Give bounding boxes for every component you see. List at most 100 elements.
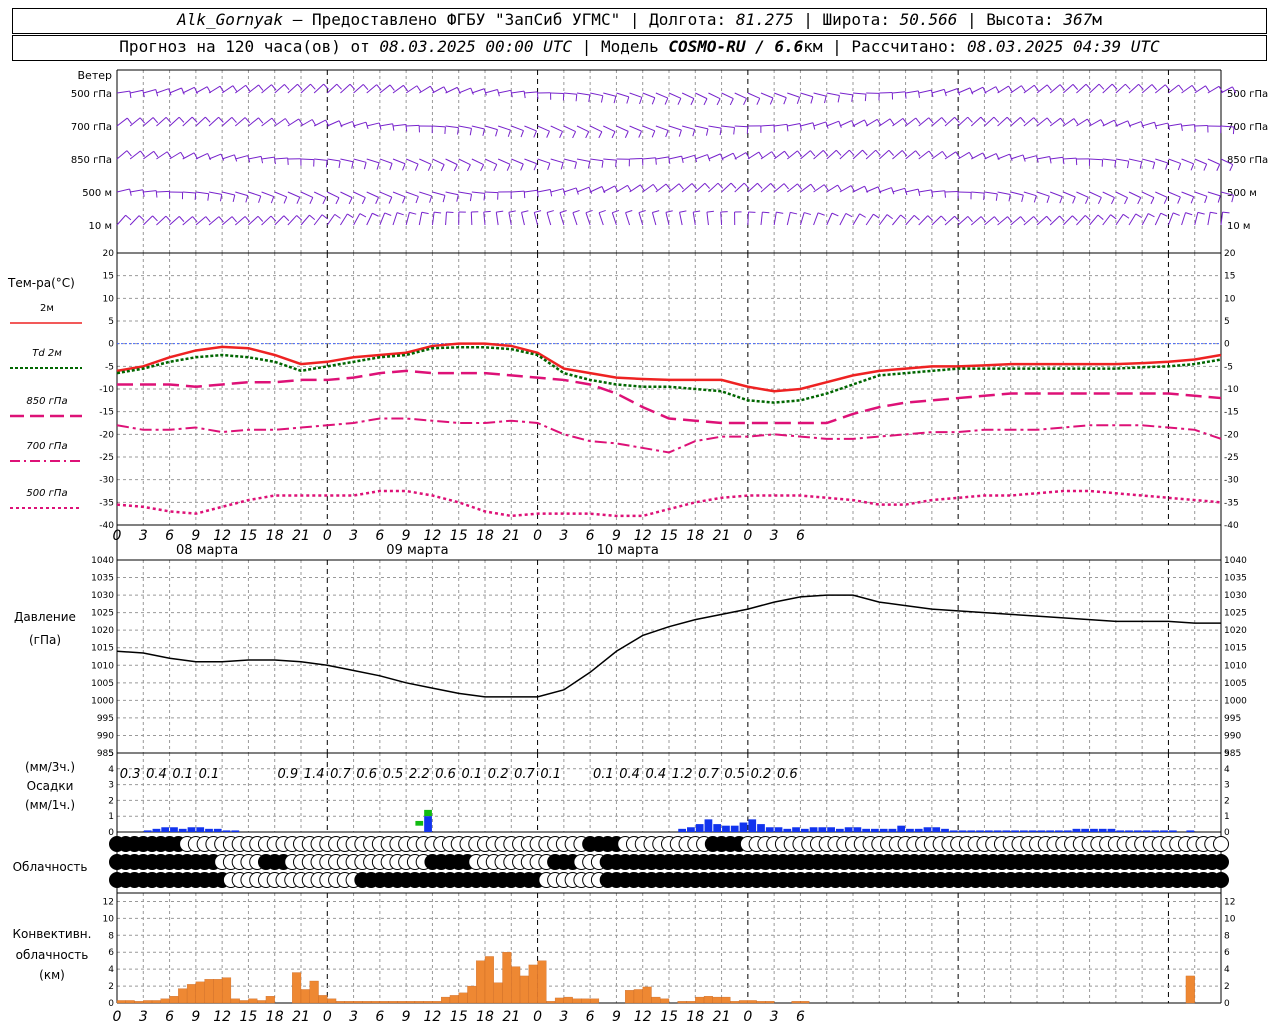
wind-barb-flag — [1167, 122, 1171, 130]
wind-barb — [537, 188, 551, 193]
wind-barb-flag — [1124, 197, 1129, 205]
wind-barb — [681, 92, 695, 99]
wind-barb-flag — [483, 88, 487, 96]
precip-bar — [993, 830, 1002, 832]
precip-3h-sum: 0.7 — [698, 767, 719, 782]
precip-bar — [783, 828, 792, 832]
wind-barb-flag — [429, 195, 433, 203]
wind-barb-flag — [129, 90, 132, 99]
wind-barb — [638, 212, 644, 226]
pressure-tick-left: 990 — [97, 731, 114, 741]
wind-barb — [222, 191, 235, 196]
wind-barb — [511, 158, 524, 165]
wind-barb — [852, 119, 865, 127]
time-tick-bottom: 3 — [349, 1009, 358, 1024]
wind-title: Ветер — [78, 69, 112, 82]
wind-barb-flag — [993, 116, 1000, 123]
wind-barb — [511, 90, 525, 94]
wind-barb — [195, 216, 207, 226]
wind-barb-flag — [219, 85, 225, 93]
wind-barb — [616, 92, 629, 98]
wind-barb — [248, 117, 259, 127]
wind-barb — [1036, 215, 1047, 226]
wind-barb-flag — [443, 86, 448, 94]
wind-barb — [918, 150, 930, 160]
wind-barb — [852, 92, 866, 95]
wind-barb-flag — [311, 119, 317, 126]
wind-barb — [208, 153, 222, 160]
precip-bar — [1098, 828, 1107, 832]
convective-bar — [257, 1000, 267, 1004]
wind-barb — [524, 125, 537, 132]
wind-barb — [721, 92, 734, 100]
time-tick-bottom: 0 — [323, 1009, 332, 1024]
wind-barb — [852, 213, 861, 226]
wind-barb — [1023, 117, 1035, 127]
wind-barb-flag — [1122, 213, 1130, 219]
time-tick: 18 — [476, 528, 494, 544]
wind-barb — [287, 83, 298, 94]
model-label: | Модель — [581, 37, 659, 56]
wind-barb — [642, 157, 656, 160]
wind-barb-flag — [588, 187, 593, 194]
wind-barb — [143, 88, 156, 94]
time-tick-bottom: 18 — [266, 1009, 284, 1024]
wind-barb — [852, 185, 865, 193]
conv-title-2: облачность — [16, 948, 89, 962]
precip-tick-left: 5 — [108, 749, 114, 759]
wind-barb-flag — [705, 128, 709, 136]
wind-barb-flag — [231, 117, 237, 123]
wind-barb-flag — [664, 97, 669, 105]
wind-barb-flag — [508, 210, 516, 213]
wind-barb — [944, 215, 955, 226]
wind-barb — [905, 90, 919, 94]
precip-tick-right: 2 — [1224, 796, 1230, 806]
wind-barb-flag — [626, 96, 630, 104]
wind-barb — [458, 87, 471, 94]
latitude-label: | Широта: — [803, 10, 890, 29]
wind-barb — [826, 120, 839, 127]
time-tick: 21 — [713, 528, 731, 544]
wind-barb-flag — [1046, 215, 1052, 222]
wind-barb — [1049, 117, 1061, 127]
wind-barb — [1036, 191, 1050, 197]
precip-bar — [678, 828, 687, 832]
wind-barb — [221, 154, 235, 160]
time-tick-bottom: 21 — [502, 1009, 520, 1024]
wind-barb — [629, 92, 642, 98]
wind-barb-flag — [257, 215, 264, 222]
wind-level-left: 500 м — [82, 188, 112, 199]
wind-barb-flag — [520, 163, 524, 171]
wind-barb — [957, 116, 969, 127]
conv-title-1: Конвективн. — [13, 927, 92, 941]
wind-barb-flag — [776, 211, 784, 214]
wind-barb-flag — [403, 85, 409, 92]
convective-bar — [467, 985, 477, 1004]
wind-barb — [1010, 116, 1021, 127]
precip-3h-sum: 0.1 — [540, 767, 561, 782]
wind-barb-flag — [825, 121, 829, 129]
wind-barb-flag — [405, 124, 408, 132]
wind-barb-flag — [652, 184, 658, 191]
wind-barb — [379, 212, 386, 226]
convective-bar — [695, 996, 705, 1004]
time-tick-bottom: 9 — [191, 1009, 200, 1024]
pressure-unit: (гПа) — [29, 633, 61, 647]
wind-barb-flag — [1072, 84, 1079, 90]
wind-barb — [392, 191, 406, 198]
wind-barb — [747, 92, 760, 99]
wind-barb — [1181, 84, 1193, 94]
wind-barb — [524, 158, 537, 165]
precip-bar — [871, 828, 879, 832]
precip-bar — [888, 828, 897, 832]
wind-barb — [182, 191, 196, 194]
precip-bar — [713, 824, 722, 832]
precip-bar — [1116, 830, 1125, 832]
wind-barb-flag — [1059, 215, 1065, 222]
wind-barb — [984, 153, 997, 160]
wind-barb-flag — [349, 83, 356, 90]
wind-barb-flag — [442, 195, 446, 203]
wind-barb-flag — [849, 149, 855, 156]
wind-barb — [405, 191, 419, 197]
wind-barb-flag — [457, 127, 459, 135]
